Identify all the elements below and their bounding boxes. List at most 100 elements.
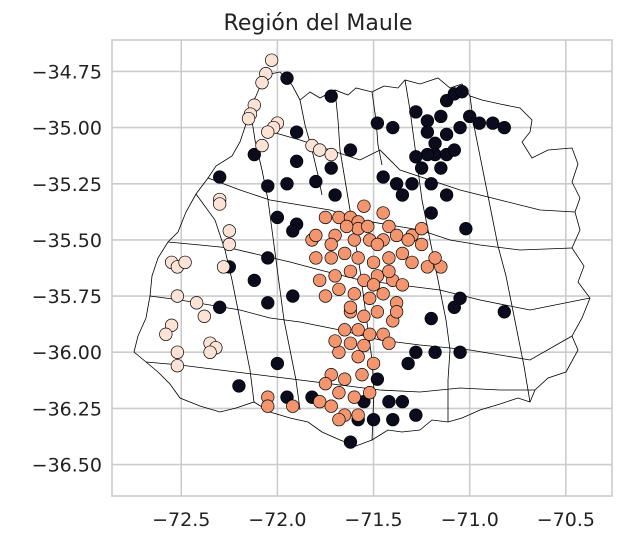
point-salmon xyxy=(366,255,381,270)
point-dark xyxy=(414,161,429,175)
point-salmon xyxy=(309,251,323,265)
point-dark xyxy=(370,116,385,130)
point-dark xyxy=(439,188,454,202)
commune-border xyxy=(404,79,451,422)
y-tick-label: −36.50 xyxy=(32,455,102,477)
point-salmon xyxy=(328,269,342,283)
point-dark xyxy=(424,311,438,326)
point-dark xyxy=(382,395,396,409)
point-salmon xyxy=(347,233,361,247)
x-tick-label: −71.5 xyxy=(344,509,402,531)
point-salmon xyxy=(351,350,365,364)
point-salmon xyxy=(370,305,385,319)
point-dark xyxy=(247,273,261,288)
plot-frame xyxy=(111,39,613,497)
point-dark xyxy=(328,188,342,202)
point-salmon xyxy=(357,199,371,213)
point-dark xyxy=(343,435,358,449)
point-light xyxy=(222,224,236,238)
point-salmon xyxy=(395,246,410,261)
point-salmon xyxy=(332,386,346,400)
point-salmon xyxy=(309,228,323,243)
commune-border xyxy=(469,95,531,403)
point-dark xyxy=(309,174,323,189)
point-dark xyxy=(472,116,486,130)
point-salmon xyxy=(395,278,410,292)
x-axis-ticks: −72.5 −72.0 −71.5 −71.0 −70.5 xyxy=(152,509,595,531)
point-dark xyxy=(395,395,410,409)
point-light xyxy=(255,76,269,90)
point-salmon xyxy=(313,395,327,409)
point-light xyxy=(261,125,275,139)
y-tick-label: −34.75 xyxy=(32,61,102,83)
y-tick-label: −35.00 xyxy=(32,118,102,140)
y-tick-label: −36.25 xyxy=(32,398,102,420)
point-dark xyxy=(424,177,438,191)
point-dark xyxy=(409,150,423,164)
point-salmon xyxy=(355,368,369,382)
point-dark xyxy=(497,120,511,135)
point-salmon xyxy=(370,237,385,252)
point-dark xyxy=(280,177,294,191)
commune-border xyxy=(249,107,301,411)
point-salmon xyxy=(347,390,361,404)
point-light xyxy=(264,53,279,67)
point-dark xyxy=(486,116,500,130)
point-salmon xyxy=(351,251,365,265)
y-axis-ticks: −34.75 −35.00 −35.25 −35.50 −35.75 −36.00 −36.… xyxy=(32,61,102,476)
point-light xyxy=(203,345,217,359)
point-dark xyxy=(386,412,400,427)
point-salmon xyxy=(318,289,333,303)
point-salmon xyxy=(357,309,371,323)
point-dark xyxy=(453,291,467,305)
point-salmon xyxy=(343,264,358,279)
point-salmon xyxy=(332,345,346,359)
point-salmon xyxy=(405,255,419,270)
point-salmon xyxy=(286,399,300,413)
y-tick-label: −35.50 xyxy=(32,230,102,252)
y-tick-label: −35.75 xyxy=(32,286,102,308)
point-dark xyxy=(270,356,285,371)
point-salmon xyxy=(343,300,358,314)
chart-title: Región del Maule xyxy=(224,11,413,36)
point-dark xyxy=(420,147,435,162)
point-salmon xyxy=(347,287,361,301)
point-salmon xyxy=(389,305,404,319)
point-light xyxy=(170,289,185,303)
data-points xyxy=(159,53,511,449)
point-dark xyxy=(280,71,294,85)
commune-border xyxy=(149,295,573,361)
point-dark xyxy=(497,305,511,319)
point-light xyxy=(159,327,173,341)
point-light xyxy=(216,260,231,274)
point-dark xyxy=(420,125,435,139)
point-salmon xyxy=(313,273,327,288)
point-light xyxy=(197,309,211,323)
point-salmon xyxy=(338,246,352,261)
point-salmon xyxy=(363,327,377,341)
point-salmon xyxy=(351,408,365,422)
point-salmon xyxy=(332,412,346,427)
x-tick-label: −70.5 xyxy=(537,509,595,531)
point-light xyxy=(241,111,256,126)
point-salmon xyxy=(401,233,415,247)
point-dark xyxy=(270,210,285,225)
point-dark xyxy=(434,161,448,175)
point-light xyxy=(178,255,192,270)
point-dark xyxy=(324,161,338,175)
point-dark xyxy=(453,345,467,359)
point-dark xyxy=(261,296,275,310)
point-salmon xyxy=(318,210,333,225)
point-salmon xyxy=(324,251,338,265)
x-tick-label: −71.0 xyxy=(441,509,499,531)
y-tick-label: −36.00 xyxy=(32,342,102,364)
point-salmon xyxy=(363,386,377,400)
point-dark xyxy=(428,345,442,359)
commune-border xyxy=(195,193,255,403)
point-salmon xyxy=(389,228,404,243)
point-salmon xyxy=(261,399,275,413)
point-salmon xyxy=(414,222,429,236)
point-dark xyxy=(324,89,338,103)
x-tick-label: −72.0 xyxy=(248,509,306,531)
point-dark xyxy=(420,114,435,128)
